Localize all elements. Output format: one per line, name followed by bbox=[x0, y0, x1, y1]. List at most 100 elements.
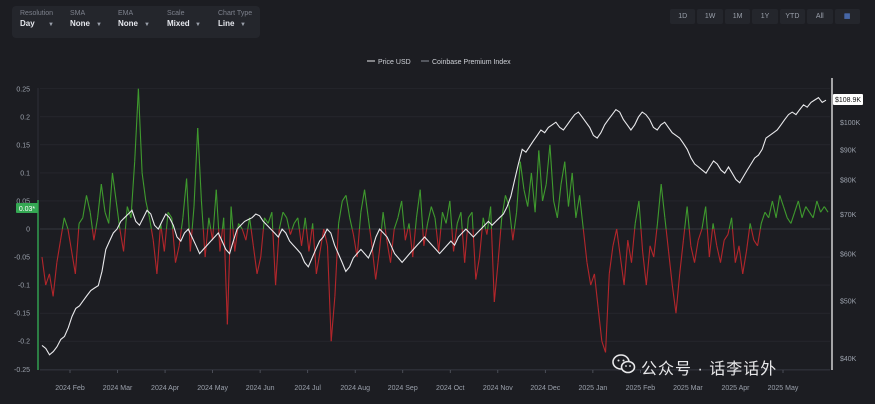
premium-segment bbox=[497, 228, 502, 263]
premium-segment bbox=[304, 217, 308, 230]
resolution-label: Resolution bbox=[20, 10, 54, 17]
premium-segment bbox=[627, 240, 633, 263]
premium-segment bbox=[753, 239, 759, 247]
range-1d-button[interactable]: 1D bbox=[670, 8, 696, 24]
price-current-tag bbox=[833, 94, 863, 105]
premium-segment bbox=[308, 228, 313, 252]
premium-segment bbox=[705, 206, 708, 230]
premium-segment bbox=[382, 212, 386, 230]
premium-segment bbox=[74, 228, 80, 274]
chevron-down-icon: ▼ bbox=[96, 22, 102, 28]
premium-segment bbox=[82, 195, 88, 218]
premium-segment bbox=[501, 195, 506, 218]
premium-segment bbox=[45, 273, 50, 286]
premium-segment bbox=[124, 206, 128, 230]
premium-segment bbox=[401, 200, 405, 230]
ema-select[interactable]: EMA None ▼ bbox=[118, 9, 150, 30]
premium-segment bbox=[623, 240, 629, 286]
premium-segment bbox=[504, 195, 510, 207]
premium-segment bbox=[100, 184, 106, 213]
premium-segment bbox=[512, 228, 515, 241]
resolution-value: Day bbox=[20, 19, 35, 28]
premium-segment bbox=[305, 228, 310, 252]
premium-segment bbox=[441, 211, 447, 224]
left-axis: 0.25 0.2 0.15 0.1 0.05 0 -0.05 -0.1 -0.15 -0.2 -0.… bbox=[14, 86, 39, 374]
premium-segment bbox=[801, 206, 807, 218]
premium-segment bbox=[508, 206, 513, 230]
right-tick-label: $70K bbox=[840, 212, 857, 219]
premium-segment bbox=[750, 228, 755, 241]
scale-select[interactable]: Scale Mixed ▼ bbox=[167, 9, 201, 30]
x-tick-label: 2024 Feb bbox=[55, 385, 85, 392]
x-tick-label: 2025 Jan bbox=[578, 385, 607, 392]
premium-segment bbox=[823, 206, 829, 213]
range-ytd-button[interactable]: YTD bbox=[779, 8, 806, 24]
premium-segment bbox=[275, 228, 280, 286]
premium-segment bbox=[675, 273, 681, 314]
chevron-down-icon: ▼ bbox=[144, 22, 150, 28]
premium-segment bbox=[263, 217, 269, 224]
premium-segment bbox=[471, 212, 474, 230]
premium-segment bbox=[156, 228, 161, 274]
premium-segment bbox=[601, 341, 607, 353]
premium-segment bbox=[757, 228, 761, 246]
premium-segment bbox=[493, 262, 499, 302]
premium-segment bbox=[682, 228, 686, 241]
premium-segment bbox=[419, 189, 424, 230]
range-all-button[interactable]: All bbox=[807, 8, 833, 24]
premium-segment bbox=[728, 217, 733, 230]
premium-segment bbox=[475, 256, 481, 280]
premium-segment bbox=[182, 178, 188, 218]
premium-segment bbox=[180, 217, 184, 230]
premium-segment bbox=[812, 200, 818, 218]
premium-segment bbox=[193, 127, 199, 207]
range-1y-button[interactable]: 1Y bbox=[752, 8, 778, 24]
premium-segment bbox=[742, 251, 747, 274]
wechat-logo-icon bbox=[612, 354, 636, 374]
premium-segment bbox=[630, 228, 636, 263]
ema-value: None bbox=[118, 19, 138, 28]
premium-segment bbox=[553, 200, 558, 218]
premium-segment bbox=[759, 223, 762, 230]
premium-segment bbox=[790, 211, 796, 224]
chart-type-select[interactable]: Chart Type Line ▼ bbox=[218, 9, 252, 30]
chart-grid bbox=[40, 88, 830, 370]
premium-segment bbox=[516, 161, 521, 213]
premium-segment bbox=[126, 206, 132, 218]
premium-segment bbox=[403, 228, 406, 241]
premium-segment bbox=[645, 245, 651, 286]
premium-segment bbox=[466, 217, 469, 230]
ema-label: EMA bbox=[118, 10, 134, 17]
premium-segment bbox=[701, 206, 707, 230]
premium-segment bbox=[642, 251, 647, 286]
legend-price-label: Price USD bbox=[378, 59, 411, 66]
premium-segment bbox=[85, 195, 91, 213]
premium-segment bbox=[464, 228, 468, 263]
premium-segment bbox=[519, 161, 525, 190]
x-tick-label: 2024 Apr bbox=[151, 385, 180, 392]
premium-segment bbox=[582, 228, 588, 263]
premium-segment bbox=[438, 228, 442, 252]
resolution-select[interactable]: Resolution Day ▼ bbox=[20, 9, 54, 30]
premium-segment bbox=[178, 228, 182, 246]
x-tick-label: 2024 Jul bbox=[294, 385, 321, 392]
range-1m-button[interactable]: 1M bbox=[724, 8, 751, 24]
premium-segment bbox=[560, 161, 566, 185]
calendar-icon[interactable]: ▦ bbox=[834, 8, 860, 24]
premium-segment bbox=[434, 217, 437, 230]
premium-segment bbox=[556, 184, 562, 218]
premium-segment bbox=[490, 228, 495, 302]
sma-select[interactable]: SMA None ▼ bbox=[70, 9, 102, 30]
x-tick-label: 2025 Apr bbox=[721, 385, 750, 392]
premium-segment bbox=[422, 228, 425, 246]
left-tick-label: -0.2 bbox=[18, 339, 30, 346]
legend-premium-label: Coinbase Premium Index bbox=[432, 59, 511, 66]
premium-segment bbox=[665, 228, 670, 252]
range-1w-button[interactable]: 1W bbox=[697, 8, 723, 24]
premium-segment bbox=[375, 251, 380, 280]
premium-segment bbox=[223, 228, 228, 325]
premium-segment bbox=[300, 228, 305, 246]
premium-segment bbox=[593, 273, 599, 308]
premium-segment bbox=[104, 211, 110, 224]
